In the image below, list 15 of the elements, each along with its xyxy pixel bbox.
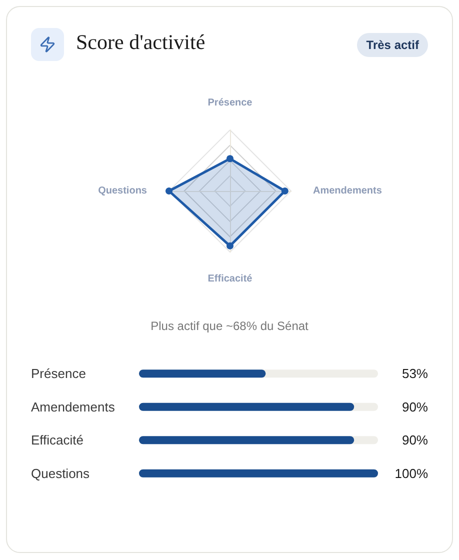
y-tick-label: Questions — [31, 466, 90, 481]
y-tick-label: Efficacité — [31, 432, 84, 448]
y-tick-label: Présence — [31, 366, 86, 382]
spoke-label: Amendements — [313, 186, 382, 196]
data-label: 100% — [394, 466, 428, 481]
data-label: 90% — [402, 399, 428, 414]
text: Très actif — [357, 33, 428, 57]
spoke-label: Présence — [208, 98, 253, 108]
y-tick-label: Amendements — [31, 399, 116, 414]
data-label: 90% — [402, 432, 428, 448]
text: Plus actif que ~68% du Sénat — [150, 319, 310, 333]
spoke-label: Efficacité — [208, 274, 253, 284]
chart-title: Score d'activité — [76, 30, 206, 55]
spoke-label: Questions — [98, 186, 148, 196]
data-label: 53% — [402, 366, 428, 382]
